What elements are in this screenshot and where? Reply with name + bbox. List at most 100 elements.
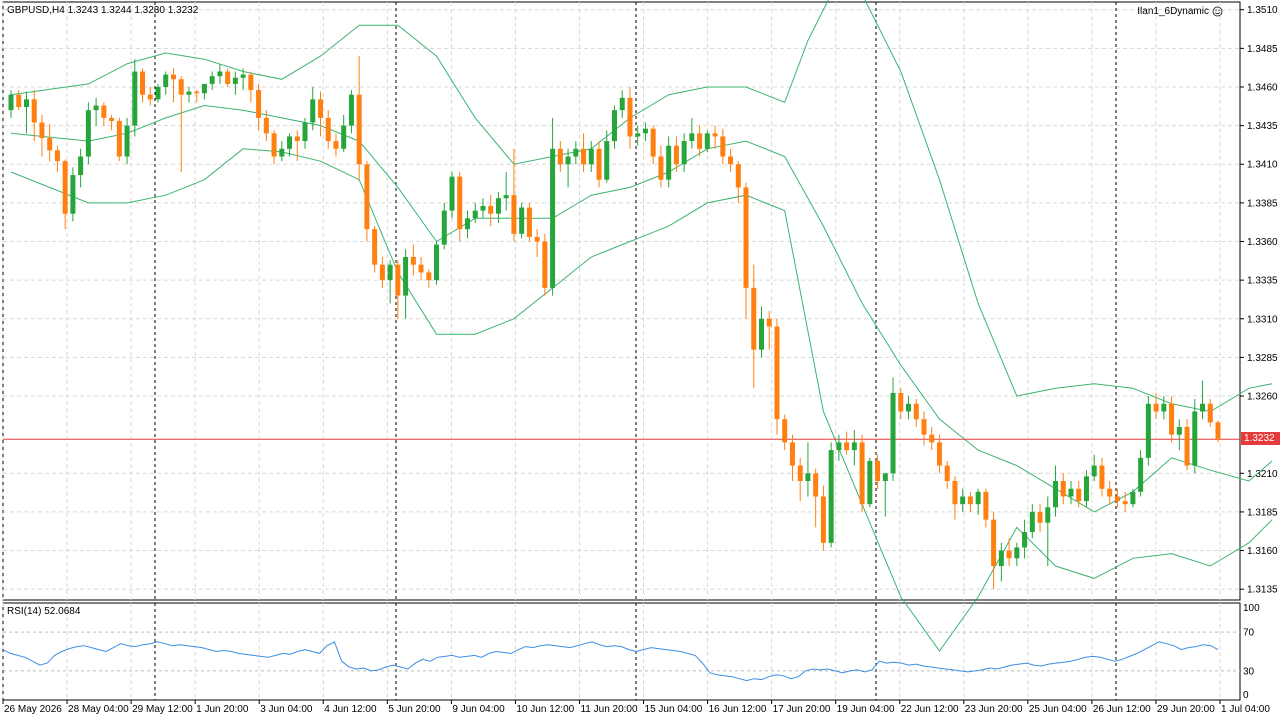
- time-axis-label: 22 Jun 12:00: [901, 704, 959, 715]
- candle-body: [565, 156, 571, 165]
- candle-body: [140, 71, 146, 95]
- candle-body: [54, 150, 60, 162]
- candle-body: [23, 99, 29, 108]
- candle-body: [1130, 491, 1136, 505]
- candle-body: [983, 491, 989, 520]
- candle-body: [294, 136, 300, 142]
- time-axis-label: 26 Jun 12:00: [1093, 704, 1151, 715]
- candle-body: [906, 403, 912, 412]
- candle-body: [550, 148, 556, 288]
- candle-body: [1107, 488, 1113, 497]
- candle-body: [766, 318, 772, 327]
- candle-body: [364, 164, 370, 230]
- candle-body: [418, 264, 424, 273]
- time-axis-label: 23 Jun 20:00: [965, 704, 1023, 715]
- candle-body: [464, 218, 470, 230]
- rsi-axis-label: 30: [1243, 666, 1255, 677]
- time-axis-label: 5 Jun 20:00: [388, 704, 441, 715]
- candle-body: [890, 392, 896, 474]
- candle-body: [47, 137, 53, 151]
- candle-body: [929, 434, 935, 443]
- price-axis-label: 1.3335: [1247, 276, 1278, 287]
- candle-body: [488, 205, 494, 214]
- time-axis-label: 15 Jun 04:00: [645, 704, 703, 715]
- price-axis-label: 1.3460: [1247, 82, 1278, 93]
- candle-body: [410, 256, 416, 265]
- candle-body: [1153, 403, 1159, 412]
- time-axis-label: 29 Jun 20:00: [1157, 704, 1215, 715]
- candle-body: [194, 91, 200, 94]
- candle-body: [797, 465, 803, 482]
- candle-body: [921, 419, 927, 435]
- candle-body: [658, 156, 664, 180]
- price-axis-label: 1.3485: [1247, 44, 1278, 55]
- candle-body: [201, 83, 207, 94]
- candle-body: [325, 117, 331, 142]
- candle-body: [588, 148, 594, 165]
- candle-body: [1091, 465, 1097, 477]
- candle-body: [1145, 403, 1151, 458]
- price-axis-label: 1.3385: [1247, 198, 1278, 209]
- candle-body: [449, 176, 455, 211]
- price-axis-label: 1.3210: [1247, 469, 1278, 480]
- candle-body: [240, 74, 246, 78]
- candle-body: [155, 86, 161, 100]
- candle-body: [867, 460, 873, 505]
- candle-body: [348, 94, 354, 126]
- candle-body: [759, 318, 765, 350]
- candle-body: [991, 519, 997, 567]
- candle-body: [1207, 403, 1213, 423]
- candle-body: [751, 287, 757, 350]
- candle-body: [782, 419, 788, 443]
- candle-body: [302, 122, 308, 142]
- price-axis-label: 1.3135: [1247, 585, 1278, 596]
- price-axis-label: 1.3310: [1247, 314, 1278, 325]
- candle-body: [805, 473, 811, 482]
- high-value: 1.3244: [100, 5, 132, 16]
- candle-body: [1014, 547, 1020, 559]
- price-axis-label: 1.3435: [1247, 121, 1278, 132]
- candle-body: [387, 264, 393, 281]
- candle-body: [511, 195, 517, 234]
- candle-body: [395, 264, 401, 296]
- bollinger-band-upper: [10, 0, 1273, 413]
- time-axis-label: 19 Jun 04:00: [837, 704, 895, 715]
- candle-body: [372, 229, 378, 265]
- candle-body: [1161, 403, 1167, 412]
- candle-body: [581, 148, 587, 165]
- candle-body: [403, 256, 409, 296]
- price-axis-label: 1.3285: [1247, 353, 1278, 364]
- candle-body: [8, 94, 14, 111]
- time-axis-label: 29 May 12:00: [132, 704, 193, 715]
- candle-body: [913, 403, 919, 420]
- candle-body: [16, 94, 22, 108]
- candle-body: [526, 207, 532, 237]
- candle-body: [735, 164, 741, 188]
- smiley-icon[interactable]: [1212, 6, 1223, 17]
- candle-body: [1122, 501, 1128, 505]
- candle-body: [109, 117, 115, 121]
- candle-body: [1114, 496, 1120, 502]
- expert-advisor-label[interactable]: Ilan1_6Dynamic: [1137, 6, 1223, 17]
- candle-body: [882, 473, 888, 482]
- candle-body: [743, 187, 749, 288]
- rsi-label: RSI(14) 52.0684: [7, 606, 81, 617]
- candle-body: [341, 125, 347, 149]
- candle-body: [557, 148, 563, 165]
- candle-body: [31, 99, 37, 123]
- candle-body: [1192, 411, 1198, 466]
- price-axis-label: 1.3510: [1247, 5, 1278, 16]
- candle-body: [836, 442, 842, 451]
- candle-body: [434, 244, 440, 281]
- candle-body: [596, 148, 602, 180]
- candle-body: [844, 442, 850, 451]
- candle-body: [1184, 426, 1190, 466]
- candle-body: [78, 156, 84, 176]
- candle-body: [441, 210, 447, 245]
- rsi-axis-label: 0: [1243, 690, 1249, 701]
- candle-body: [960, 496, 966, 505]
- candle-body: [379, 264, 385, 281]
- candle-body: [828, 450, 834, 543]
- candle-body: [666, 145, 672, 180]
